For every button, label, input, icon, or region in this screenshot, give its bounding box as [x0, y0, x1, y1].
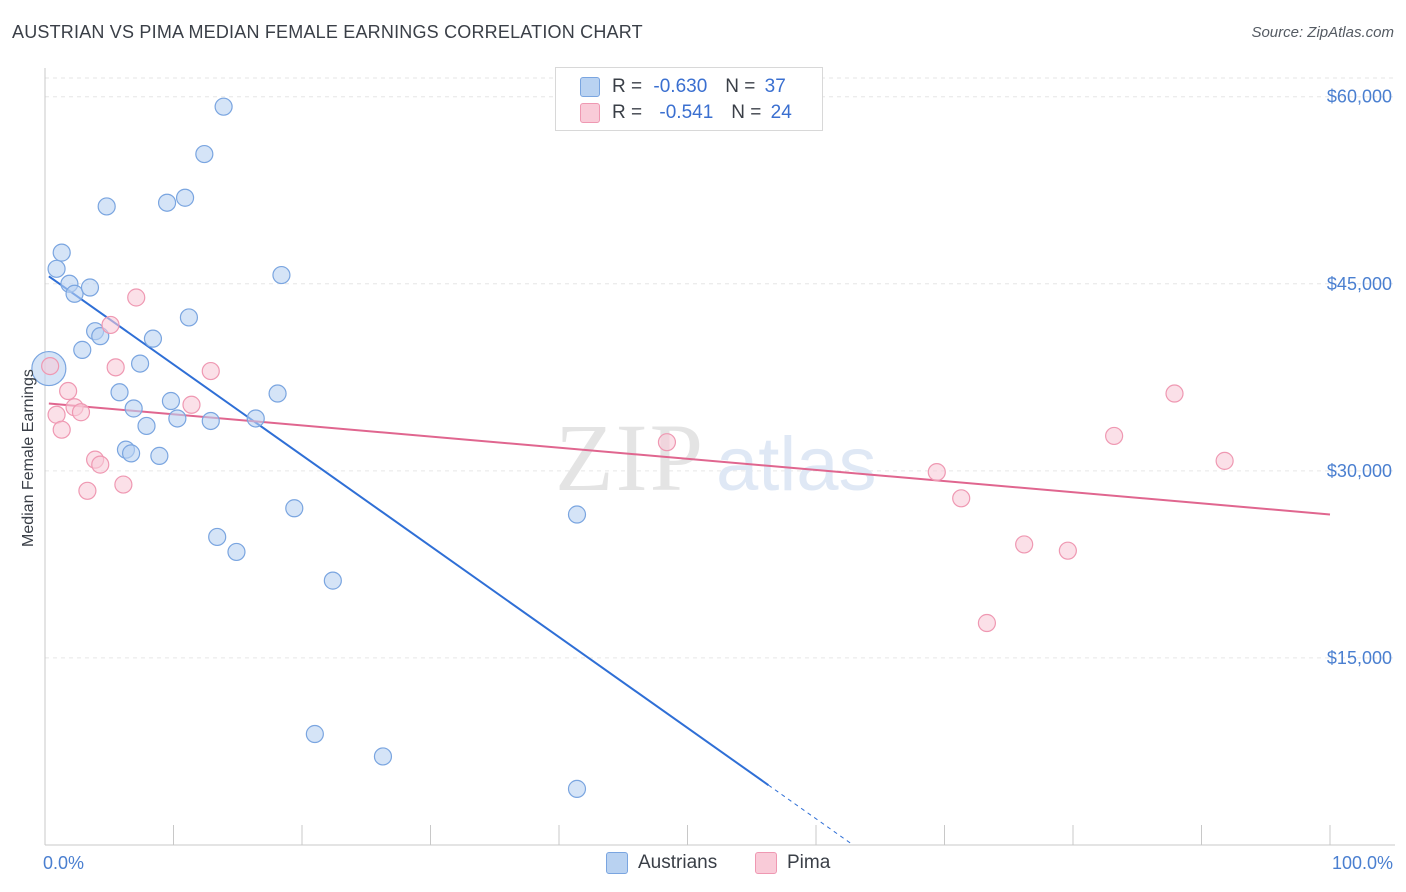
point-austrians	[567, 505, 587, 524]
point-pima	[977, 613, 997, 633]
legend-r-label: R =	[612, 102, 643, 123]
point-austrians	[65, 284, 84, 303]
point-pima	[952, 489, 971, 508]
point-austrians	[175, 188, 195, 207]
point-pima	[1058, 541, 1077, 560]
point-pima	[41, 356, 60, 376]
legend-n-label: N =	[731, 102, 762, 123]
point-austrians	[373, 747, 393, 766]
x-tick-labels: 0.0% 100.0%	[43, 853, 1393, 873]
point-austrians	[567, 779, 587, 798]
point-austrians	[157, 193, 177, 212]
point-pima	[127, 288, 146, 307]
point-pima	[657, 433, 677, 452]
y-tick-label: $45,000	[1327, 274, 1392, 294]
point-austrians	[80, 278, 100, 297]
point-pima	[78, 481, 97, 500]
bottom-legend-austrians: Austrians	[606, 852, 717, 874]
bottom-legend-swatch-pima	[755, 852, 777, 874]
point-pima	[1105, 426, 1124, 446]
legend-r-value: -0.541	[659, 102, 714, 123]
point-austrians	[208, 527, 227, 547]
bottom-legend-label-pima: Pima	[787, 852, 831, 873]
point-pima	[201, 361, 220, 381]
legend-r-value: -0.630	[653, 76, 708, 97]
y-tick-labels: $15,000 $30,000 $45,000 $60,000	[1327, 87, 1392, 668]
point-austrians	[52, 243, 71, 262]
point-austrians	[195, 144, 214, 164]
point-austrians	[227, 542, 246, 562]
point-austrians	[214, 97, 233, 116]
legend-n-label: N =	[725, 76, 756, 97]
point-austrians	[201, 411, 220, 431]
source-label: Source: ZipAtlas.com	[1251, 24, 1394, 41]
bottom-legend-pima: Pima	[755, 852, 830, 874]
point-pima	[106, 358, 125, 377]
legend-r-label: R =	[612, 76, 643, 97]
legend-n-value: 37	[764, 76, 786, 97]
y-axis-label: Median Female Earnings	[20, 369, 37, 547]
watermark-atlas: atlas	[716, 422, 877, 507]
point-austrians	[305, 724, 324, 744]
point-austrians	[143, 329, 163, 348]
point-pima	[71, 403, 91, 422]
legend-row-austrians: R = -0.630 N = 37	[580, 75, 786, 99]
point-austrians	[272, 265, 291, 285]
trend-line-austrians	[48, 275, 770, 786]
point-austrians	[150, 446, 169, 465]
point-austrians	[97, 197, 116, 216]
correlation-legend: R = -0.630 N = 37 R = -0.541 N = 24	[555, 67, 823, 131]
point-austrians	[323, 571, 342, 590]
point-austrians	[91, 327, 110, 346]
point-pima	[182, 395, 201, 414]
bottom-legend-swatch-austrians	[606, 852, 628, 874]
point-pima	[927, 463, 946, 482]
point-austrians	[161, 391, 181, 411]
chart-title: AUSTRIAN VS PIMA MEDIAN FEMALE EARNINGS …	[12, 22, 643, 42]
trend-line-extension-austrians	[768, 784, 854, 846]
x-tick-label-max: 100.0%	[1332, 853, 1393, 873]
point-pima	[101, 315, 120, 335]
point-pima	[1015, 535, 1034, 554]
point-pima	[91, 455, 110, 474]
point-austrians	[246, 409, 265, 428]
point-pima	[59, 381, 78, 401]
data-points	[31, 97, 1234, 798]
point-pima	[1215, 451, 1234, 470]
point-austrians	[124, 399, 143, 418]
axes	[44, 68, 1395, 846]
legend-swatch-pima	[580, 103, 600, 123]
point-austrians	[130, 354, 150, 373]
y-tick-label: $60,000	[1327, 87, 1392, 107]
x-tick-label-min: 0.0%	[43, 853, 84, 873]
point-austrians	[73, 340, 92, 359]
point-austrians	[179, 308, 199, 327]
watermark: ZIP atlas	[555, 404, 877, 511]
point-pima	[114, 475, 133, 494]
point-austrians	[121, 444, 141, 463]
legend-n-value: 24	[770, 102, 792, 123]
point-austrians	[268, 384, 287, 403]
point-austrians	[168, 409, 187, 428]
point-austrians	[285, 499, 304, 518]
legend-row-pima: R = -0.541 N = 24	[580, 101, 792, 125]
y-tick-label: $30,000	[1327, 461, 1392, 481]
legend-swatch-austrians	[580, 77, 600, 97]
point-austrians	[110, 383, 129, 402]
point-austrians	[137, 416, 156, 436]
y-tick-label: $15,000	[1327, 648, 1392, 668]
point-pima	[1165, 384, 1184, 403]
bottom-legend-label-austrians: Austrians	[638, 852, 718, 873]
gridlines	[45, 77, 1395, 659]
point-pima	[52, 420, 71, 439]
trend-lines	[48, 275, 1331, 846]
point-austrians	[47, 259, 66, 278]
